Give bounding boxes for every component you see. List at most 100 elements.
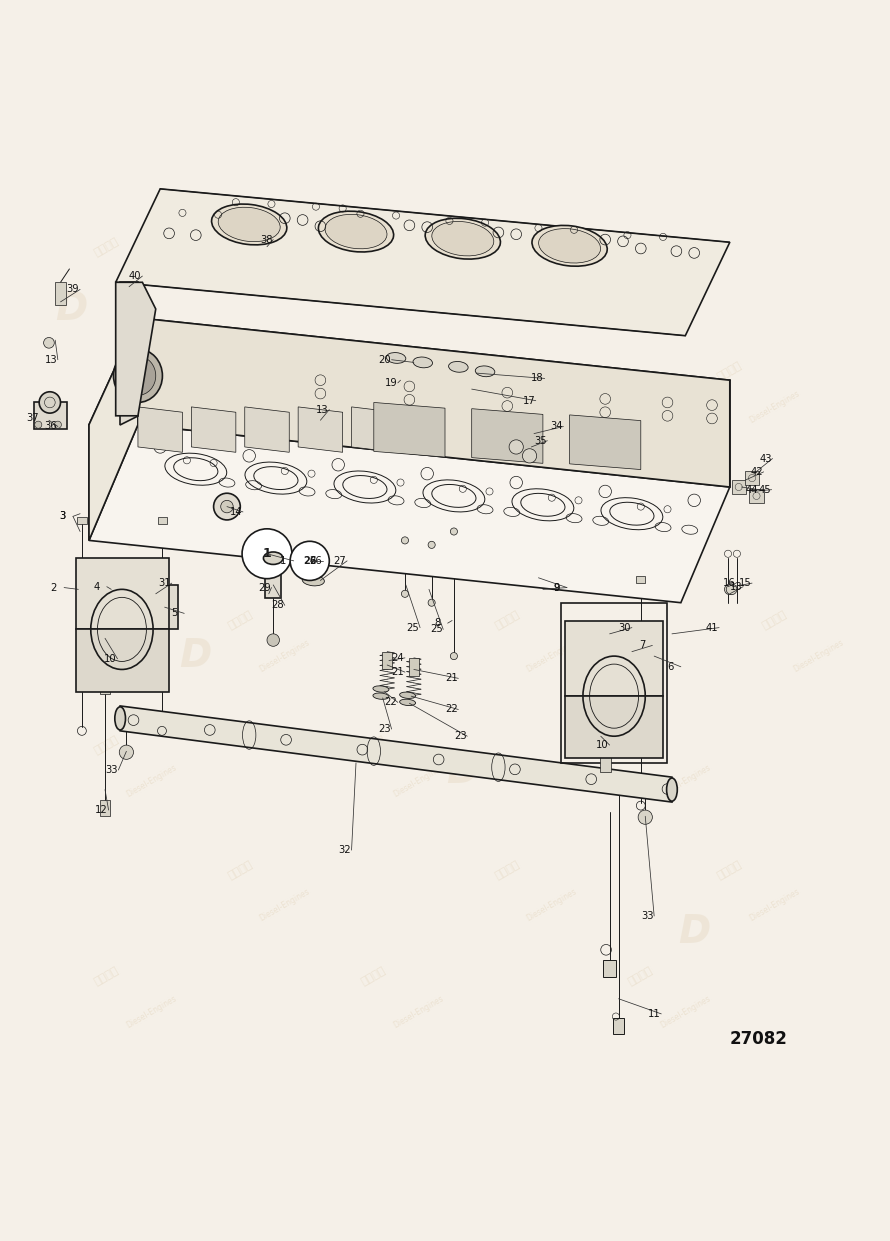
Bar [613,1019,624,1034]
Ellipse shape [400,692,416,699]
Circle shape [39,392,61,413]
Text: 2: 2 [51,582,57,592]
Text: 3: 3 [60,511,66,521]
Text: 紫发动力: 紫发动力 [493,859,522,881]
Text: 紫发动力: 紫发动力 [360,735,388,756]
Text: 37: 37 [27,412,39,423]
Text: 23: 23 [378,724,391,735]
Polygon shape [116,189,730,336]
Text: Diesel-Engines: Diesel-Engines [392,994,445,1030]
Text: 22: 22 [384,697,397,707]
Text: 6: 6 [668,661,674,671]
Ellipse shape [212,204,287,244]
Text: Diesel-Engines: Diesel-Engines [659,994,712,1030]
Ellipse shape [475,366,495,377]
Text: 31: 31 [158,578,171,588]
Circle shape [638,810,652,824]
Text: 9: 9 [554,582,560,592]
Text: 紫发动力: 紫发动力 [360,485,388,506]
Ellipse shape [386,352,406,364]
Polygon shape [89,318,138,540]
Bar [100,679,110,695]
Circle shape [401,537,409,544]
Text: 40: 40 [129,271,142,280]
Text: D: D [447,753,479,791]
Text: 21: 21 [445,674,457,684]
Ellipse shape [263,552,283,565]
Text: Diesel-Engines: Diesel-Engines [392,514,445,550]
Circle shape [267,634,279,647]
Text: 紫发动力: 紫发动力 [93,965,121,988]
Circle shape [119,745,134,759]
Bar [100,800,110,817]
Text: 紫发动力: 紫发动力 [93,485,121,506]
Text: Diesel-Engines: Diesel-Engines [258,638,311,674]
Circle shape [428,599,435,607]
Text: Diesel-Engines: Diesel-Engines [392,763,445,799]
Text: 33: 33 [105,764,117,776]
Circle shape [509,439,523,454]
Text: 3: 3 [60,511,66,521]
Text: 20: 20 [378,355,391,365]
Text: 4: 4 [93,582,100,592]
Text: Diesel-Engines: Diesel-Engines [659,763,712,799]
Text: 28: 28 [271,601,284,611]
Text: 13: 13 [730,582,742,592]
Text: 10: 10 [104,654,117,664]
Bar [749,489,764,503]
Bar [55,282,66,304]
Text: 25: 25 [430,624,442,634]
Text: 紫发动力: 紫发动力 [226,360,255,382]
Ellipse shape [425,218,500,259]
Text: 30: 30 [619,623,631,633]
Text: 紫发动力: 紫发动力 [627,236,655,258]
Text: 15: 15 [739,578,751,588]
Bar [561,603,668,763]
Bar [77,517,87,525]
Text: Diesel-Engines: Diesel-Engines [525,887,579,923]
Text: 17: 17 [522,396,535,406]
Circle shape [54,421,61,428]
Text: D: D [678,913,710,951]
Text: D: D [55,290,87,328]
Polygon shape [298,407,343,452]
Text: D: D [180,637,212,675]
Text: Diesel-Engines: Diesel-Engines [125,763,178,799]
Text: 7: 7 [639,640,645,650]
Bar [600,674,611,690]
Ellipse shape [538,228,601,263]
Text: Diesel-Engines: Diesel-Engines [392,264,445,300]
Text: 紫发动力: 紫发动力 [93,236,121,258]
Text: 32: 32 [338,845,351,855]
Text: 紫发动力: 紫发动力 [226,859,255,881]
Text: 39: 39 [67,284,79,294]
Bar [156,585,178,629]
Bar [732,480,746,494]
Text: 22: 22 [445,705,457,715]
Text: 26: 26 [310,556,322,566]
Text: D: D [322,406,354,444]
Polygon shape [245,407,289,452]
Text: 紫发动力: 紫发动力 [716,859,744,881]
Circle shape [35,421,42,428]
Text: D: D [589,513,621,551]
Text: 19: 19 [384,377,397,388]
Ellipse shape [373,692,389,700]
Circle shape [726,585,737,594]
Text: 42: 42 [750,467,763,477]
Text: 23: 23 [454,731,466,741]
Text: 紫发动力: 紫发动力 [493,360,522,382]
Circle shape [44,338,54,349]
Text: 26: 26 [303,556,317,566]
Bar [745,472,759,485]
Text: 9: 9 [554,582,560,592]
Text: Diesel-Engines: Diesel-Engines [258,388,311,424]
Text: 紫发动力: 紫发动力 [627,735,655,756]
Bar [100,649,110,665]
Polygon shape [374,402,445,457]
Text: 紫发动力: 紫发动力 [627,965,655,988]
Polygon shape [565,696,663,758]
Bar [265,553,281,598]
Ellipse shape [373,686,389,692]
Ellipse shape [115,707,125,730]
